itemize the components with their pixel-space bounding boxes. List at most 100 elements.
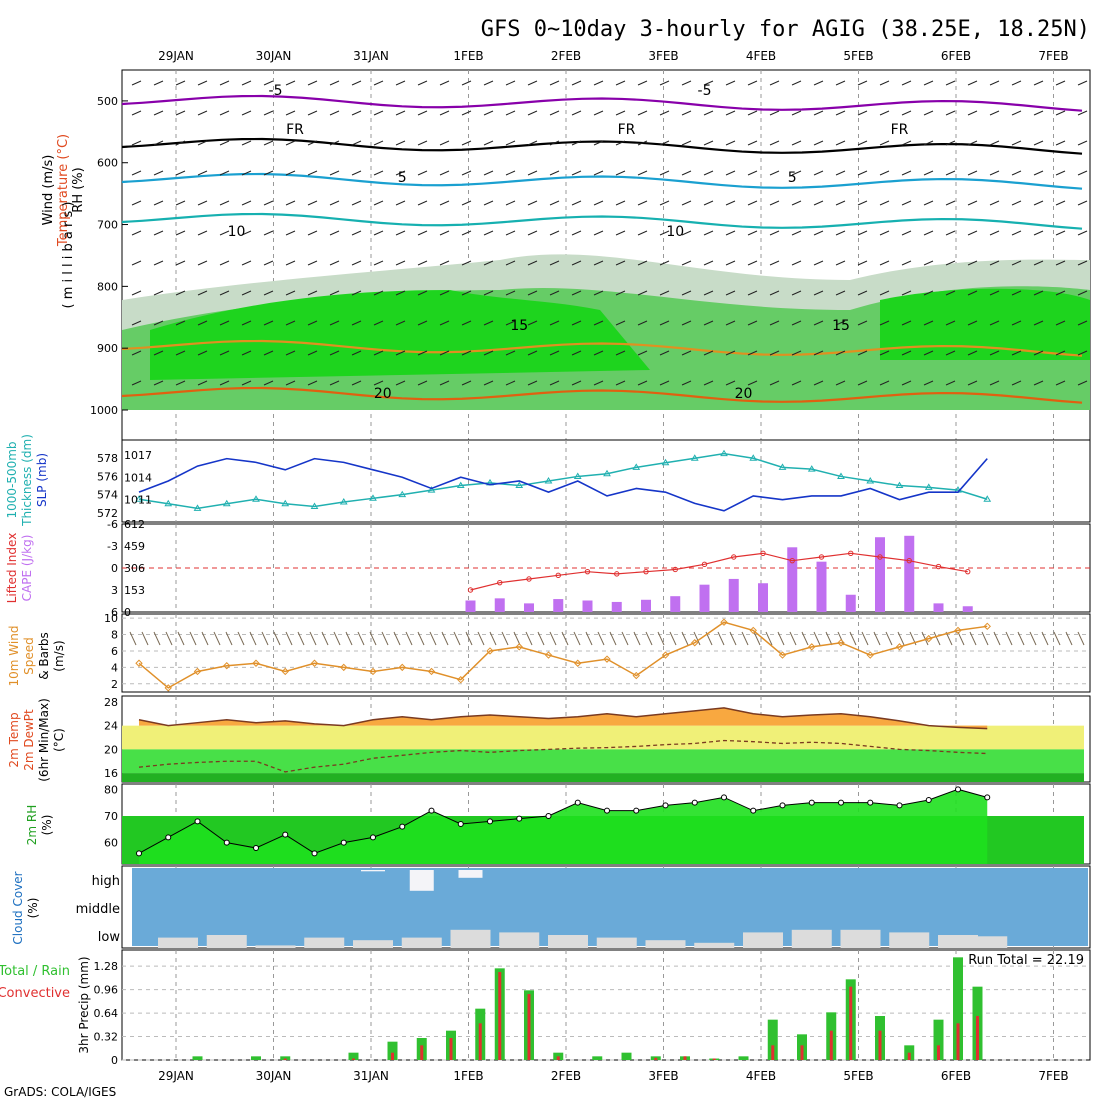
wind-barb	[131, 140, 142, 146]
wind-barb	[923, 80, 934, 86]
upper-air-panel: -5 -5 FR FR FR 5 5 10 10 15 15 20 20 500 600 700 800 900 1…	[41, 69, 1091, 441]
wind-marker	[223, 662, 231, 670]
wind-barb	[897, 631, 905, 646]
wind-barb	[593, 200, 604, 206]
date-label-bottom: 29JAN	[158, 1069, 194, 1083]
rh-marker	[282, 831, 289, 838]
wind-barb	[659, 260, 670, 266]
wind-barb	[153, 350, 164, 356]
wind-barb	[681, 200, 692, 206]
rh-marker	[896, 802, 903, 809]
wind-barb	[835, 140, 846, 146]
cape-bar	[524, 603, 534, 612]
date-label-bottom: 30JAN	[256, 1069, 292, 1083]
wind-barb	[769, 320, 780, 326]
li-marker	[848, 550, 854, 557]
wind-barb	[461, 230, 472, 236]
wind-barb	[879, 140, 890, 146]
wind-barb	[307, 260, 318, 266]
wind-barb	[989, 290, 1000, 296]
wind-barb	[681, 80, 692, 86]
high-cloud-block	[458, 870, 483, 878]
wind-barb	[1041, 631, 1049, 646]
wind-barb	[483, 170, 494, 176]
wind-barb	[879, 230, 890, 236]
li-marker	[818, 554, 825, 560]
wind-barb	[923, 140, 934, 146]
wind-barb	[505, 380, 516, 386]
wind-barb	[857, 350, 868, 356]
wind-barb	[197, 230, 208, 236]
low-cloud-block	[353, 940, 393, 948]
wind-barb	[395, 170, 406, 176]
wind-barb	[175, 80, 186, 86]
wind-barb	[1055, 170, 1066, 176]
wind-barb	[835, 260, 846, 266]
low-cloud-block	[548, 935, 588, 948]
wind-barb	[351, 80, 362, 86]
wind-barb	[901, 110, 912, 116]
wind-barb	[967, 350, 978, 356]
band-dark-green	[122, 773, 1084, 782]
wind-barb	[307, 110, 318, 116]
wind-barb	[131, 320, 142, 326]
wind-barb	[527, 290, 538, 296]
wind-barb	[901, 380, 912, 386]
contour-label: 5	[398, 170, 407, 186]
wind-barb	[131, 380, 142, 386]
wind-barb	[725, 110, 736, 116]
wind-barb	[747, 290, 758, 296]
wind-barb	[879, 110, 890, 116]
precip-total-bar	[348, 1052, 359, 1060]
wind-marker	[135, 659, 143, 667]
wind-barb	[405, 631, 413, 646]
rh-marker	[867, 799, 874, 806]
wind-barb	[285, 80, 296, 86]
precip-convective-bar	[800, 1045, 804, 1060]
temp-line	[138, 707, 988, 730]
rh-panel: 60 70 80 2m RH (%)	[25, 783, 1091, 865]
wind-barb	[1011, 110, 1022, 116]
wind-barb	[681, 170, 692, 176]
wind-barb	[537, 631, 545, 646]
precip-total-bar	[251, 1056, 261, 1060]
rh-marker	[516, 815, 523, 822]
wind-barb	[835, 320, 846, 326]
wind-barb	[549, 260, 560, 266]
temp-contour	[121, 339, 1083, 357]
wind-barb	[285, 170, 296, 176]
li-marker	[643, 568, 649, 575]
contour-label: 20	[735, 386, 753, 402]
panel-label: RH (%)	[71, 167, 86, 212]
wind-barb	[329, 170, 340, 176]
wind-barb	[585, 631, 593, 646]
wind-barb	[791, 230, 802, 236]
wind-barb	[219, 290, 230, 296]
wind-barb	[417, 320, 428, 326]
wind-barb	[153, 80, 164, 86]
wind-barb	[857, 80, 868, 86]
wind-barb	[393, 631, 401, 646]
slp-line	[138, 457, 988, 512]
rh-marker	[984, 794, 991, 801]
wind-barb	[351, 230, 362, 236]
precip-convective-bar	[849, 986, 853, 1060]
wind-barb	[417, 110, 428, 116]
run-total-label: Run Total = 22.19	[968, 953, 1084, 968]
wind-barb	[1077, 80, 1088, 86]
y-tick-label: 80	[104, 783, 118, 796]
wind-barb	[813, 110, 824, 116]
li-marker	[672, 566, 678, 573]
precip-convective-bar	[498, 972, 502, 1060]
wind-barb	[681, 140, 692, 146]
wind-marker	[252, 659, 260, 667]
rh-line	[138, 788, 988, 854]
y-tick-label: 20	[104, 743, 118, 756]
wind-barb	[813, 320, 824, 326]
contour-label: -5	[698, 83, 712, 99]
y-tick-label: 576	[97, 470, 118, 483]
wind-barb	[1017, 631, 1025, 646]
date-label-bottom: 3FEB	[648, 1069, 678, 1083]
wind-barb	[1055, 320, 1066, 326]
wind-barb	[153, 230, 164, 236]
